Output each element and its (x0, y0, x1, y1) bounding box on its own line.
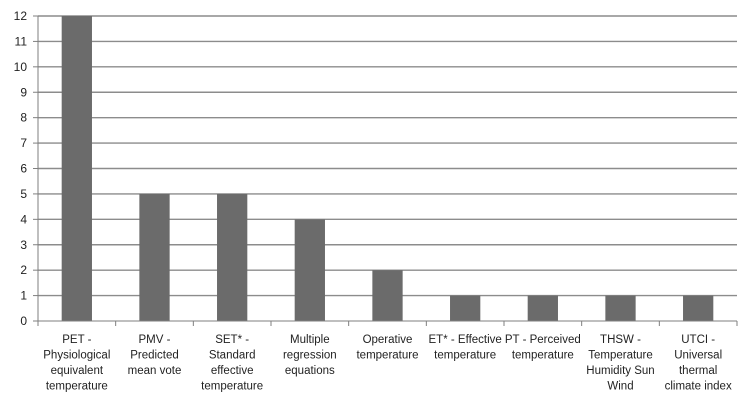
x-category-label-line: Multiple (290, 334, 330, 346)
x-category-label-line: Operative (363, 334, 413, 346)
y-tick-label: 8 (20, 111, 27, 125)
bar (294, 219, 325, 321)
x-category-label-line: Temperature (588, 350, 653, 362)
x-category-label-line: Predicted (130, 350, 179, 362)
y-tick-label: 9 (20, 85, 27, 99)
x-category-label: Operative temperature (356, 334, 418, 362)
x-category-label-line: THSW - (600, 334, 641, 346)
axes (33, 15, 738, 326)
y-tick-label: 10 (14, 60, 28, 74)
x-category-label-line: effective (211, 365, 254, 377)
x-category-label-line: regression (283, 350, 337, 362)
x-category-label-line: temperature (512, 350, 574, 362)
bar (217, 193, 248, 321)
bars (61, 16, 714, 321)
x-category-label-line: Humidity Sun (586, 365, 654, 377)
bar (450, 295, 481, 321)
y-tick-label: 3 (20, 238, 27, 252)
x-category-label-line: UTCI - (681, 334, 715, 346)
x-category-label-line: climate index (665, 381, 732, 393)
x-category-label: THSW - Temperature Humidity Sun Wind (586, 334, 654, 393)
y-tick-label: 4 (20, 212, 27, 226)
x-category-label: PT - Perceived temperature (505, 334, 581, 362)
bar (372, 270, 403, 321)
x-category-label: Multiple regression equations (283, 334, 337, 377)
y-tick-label: 12 (14, 9, 28, 23)
y-tick-label: 1 (20, 289, 27, 303)
x-category-label-line: mean vote (128, 365, 182, 377)
x-category-label-line: equivalent (51, 365, 104, 377)
bar (605, 295, 636, 321)
bar (683, 295, 714, 321)
y-tick-label: 2 (20, 263, 27, 277)
x-category-label: PET - Physiological equivalent temperature (43, 334, 110, 393)
x-category-label-line: Wind (607, 381, 633, 393)
y-tick-label: 5 (20, 187, 27, 201)
x-category-label-line: temperature (201, 381, 263, 393)
x-category-label-line: temperature (46, 381, 108, 393)
x-category-label-line: ET* - Effective (429, 334, 502, 346)
x-category-label-line: SET* - (215, 334, 249, 346)
x-category-label-line: temperature (356, 350, 418, 362)
y-tick-label: 0 (20, 314, 27, 328)
x-category-label: SET* - Standard effective temperature (201, 334, 263, 393)
x-category-label-line: PT - Perceived (505, 334, 581, 346)
x-category-label: PMV - Predicted mean vote (128, 334, 182, 377)
x-category-label: UTCI - Universal thermal climate index (665, 334, 732, 393)
x-category-label: ET* - Effective temperature (429, 334, 502, 362)
x-category-label-line: Universal (674, 350, 722, 362)
x-category-label-line: thermal (679, 365, 717, 377)
bar (61, 16, 92, 321)
x-category-label-line: equations (285, 365, 335, 377)
x-category-label-line: PET - (62, 334, 91, 346)
x-category-label-line: PMV - (139, 334, 171, 346)
x-category-label-line: Physiological (43, 350, 110, 362)
y-tick-label: 11 (15, 34, 28, 48)
x-category-label-line: Standard (209, 350, 256, 362)
x-category-label-line: temperature (434, 350, 496, 362)
x-category-labels: PET -Physiological equivalent temperatureP… (43, 334, 732, 393)
bar (527, 295, 558, 321)
bar (139, 193, 170, 321)
y-tick-label: 6 (20, 162, 27, 176)
y-tick-label: 7 (20, 136, 27, 150)
